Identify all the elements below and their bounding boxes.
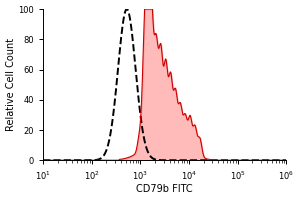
X-axis label: CD79b FITC: CD79b FITC (136, 184, 193, 194)
Y-axis label: Relative Cell Count: Relative Cell Count (6, 38, 16, 131)
